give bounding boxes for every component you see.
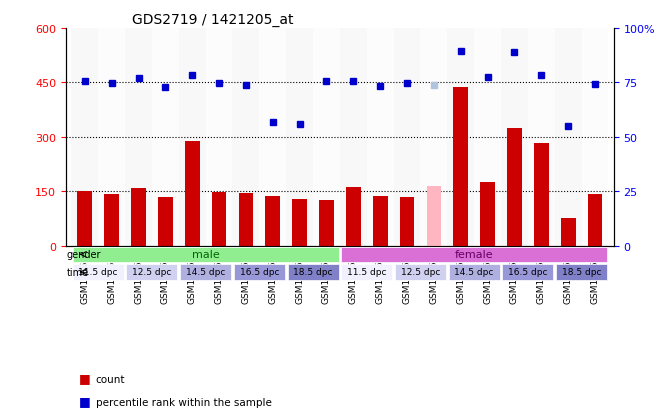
Text: 11.5 dpc: 11.5 dpc (347, 268, 387, 277)
Bar (71, 29, 98, 246)
Bar (507, 129, 522, 246)
Text: gender: gender (67, 250, 101, 260)
Bar (125, 29, 152, 246)
FancyBboxPatch shape (556, 264, 607, 280)
Bar (238, 194, 253, 246)
Text: 11.5 dpc: 11.5 dpc (79, 268, 118, 277)
Bar (292, 200, 307, 246)
Bar (581, 29, 609, 246)
FancyBboxPatch shape (234, 264, 285, 280)
Bar (185, 142, 199, 246)
Bar (286, 29, 313, 246)
Bar (259, 29, 286, 246)
Bar (212, 192, 226, 246)
Bar (528, 29, 554, 246)
Text: ■: ■ (79, 371, 91, 384)
Bar (179, 29, 206, 246)
Text: 12.5 dpc: 12.5 dpc (132, 268, 172, 277)
Bar (373, 196, 387, 246)
Bar (420, 29, 447, 246)
Text: GDS2719 / 1421205_at: GDS2719 / 1421205_at (132, 12, 293, 26)
FancyBboxPatch shape (502, 264, 553, 280)
Text: ■: ■ (79, 394, 91, 407)
Bar (554, 29, 581, 246)
Bar (587, 195, 603, 246)
FancyBboxPatch shape (341, 247, 607, 263)
Text: count: count (96, 374, 125, 384)
Bar (534, 144, 548, 246)
Text: 14.5 dpc: 14.5 dpc (186, 268, 225, 277)
Text: 16.5 dpc: 16.5 dpc (508, 268, 548, 277)
Bar (232, 29, 259, 246)
Text: 18.5 dpc: 18.5 dpc (293, 268, 333, 277)
Bar (393, 29, 420, 246)
Bar (400, 198, 414, 246)
Bar (77, 191, 92, 246)
Bar (152, 29, 179, 246)
Bar (104, 195, 119, 246)
Bar (98, 29, 125, 246)
Text: male: male (192, 250, 220, 260)
Bar (131, 188, 146, 246)
Bar (561, 218, 576, 246)
Bar (346, 187, 361, 246)
Bar (474, 29, 501, 246)
Bar (319, 201, 334, 246)
Text: 14.5 dpc: 14.5 dpc (455, 268, 494, 277)
FancyBboxPatch shape (449, 264, 500, 280)
Text: 18.5 dpc: 18.5 dpc (562, 268, 601, 277)
Bar (313, 29, 340, 246)
Bar (447, 29, 474, 246)
FancyBboxPatch shape (73, 264, 123, 280)
Text: 12.5 dpc: 12.5 dpc (401, 268, 440, 277)
Text: percentile rank within the sample: percentile rank within the sample (96, 397, 271, 407)
Bar (340, 29, 367, 246)
Bar (206, 29, 232, 246)
Text: 16.5 dpc: 16.5 dpc (240, 268, 279, 277)
Bar (501, 29, 528, 246)
Bar (367, 29, 393, 246)
FancyBboxPatch shape (395, 264, 446, 280)
FancyBboxPatch shape (180, 264, 231, 280)
FancyBboxPatch shape (73, 247, 339, 263)
Bar (426, 186, 442, 246)
Bar (453, 88, 468, 246)
Text: time: time (67, 267, 88, 277)
FancyBboxPatch shape (127, 264, 178, 280)
Bar (265, 197, 280, 246)
FancyBboxPatch shape (288, 264, 339, 280)
Bar (158, 198, 173, 246)
Bar (480, 183, 495, 246)
Text: female: female (455, 250, 494, 260)
FancyBboxPatch shape (341, 264, 392, 280)
